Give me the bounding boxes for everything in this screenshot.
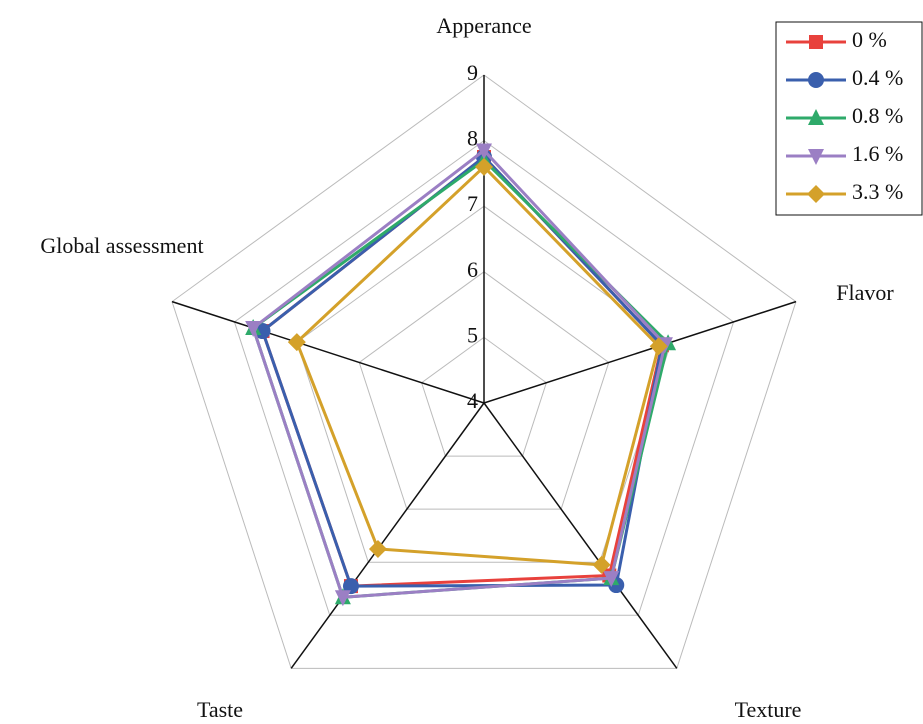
tick-label: 4	[467, 388, 478, 413]
marker	[603, 571, 620, 588]
marker	[809, 35, 823, 49]
marker	[807, 185, 825, 203]
legend-label: 1.6 %	[852, 141, 903, 166]
series-line	[260, 154, 664, 588]
grid-line	[358, 271, 610, 510]
series-line	[251, 158, 670, 599]
marker	[368, 539, 387, 558]
grid-line	[421, 336, 547, 457]
tick-label: 9	[467, 60, 478, 85]
legend-label: 0.4 %	[852, 65, 903, 90]
legend-label: 0 %	[852, 27, 887, 52]
marker	[254, 323, 271, 340]
legend-label: 3.3 %	[852, 179, 903, 204]
category-label: Global assessment	[40, 233, 203, 258]
grid-line	[171, 74, 797, 669]
marker	[592, 555, 611, 574]
tick-label: 6	[467, 257, 478, 282]
legend-label: 0.8 %	[852, 103, 903, 128]
marker	[342, 578, 359, 595]
series-line	[295, 164, 661, 567]
tick-label: 7	[467, 191, 478, 216]
marker	[475, 157, 493, 176]
category-label: Flavor	[836, 280, 894, 305]
grid-line	[233, 139, 735, 616]
category-label: Apperance	[436, 13, 531, 38]
marker	[649, 337, 668, 356]
category-label: Taste	[197, 697, 243, 722]
series-line	[251, 148, 667, 599]
axis-line	[483, 300, 797, 404]
marker	[476, 143, 492, 160]
marker	[334, 590, 351, 607]
marker	[808, 109, 824, 125]
marker	[245, 320, 262, 337]
marker	[808, 149, 824, 165]
marker	[287, 333, 306, 352]
category-label: Texture	[735, 697, 802, 722]
axis-line	[483, 402, 678, 669]
series-line	[260, 154, 664, 588]
axis-line	[290, 402, 485, 669]
axis-line	[171, 300, 485, 404]
tick-label: 8	[467, 126, 478, 151]
tick-label: 5	[467, 322, 478, 347]
marker	[808, 72, 824, 88]
